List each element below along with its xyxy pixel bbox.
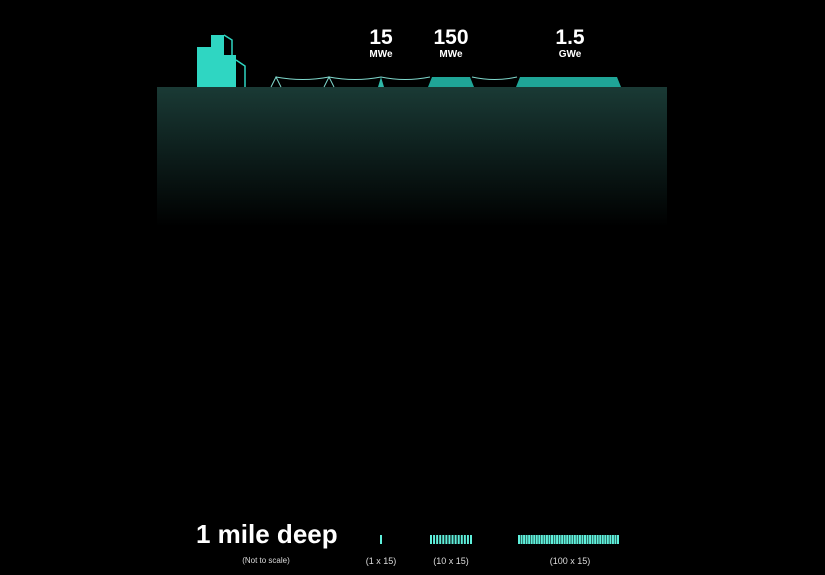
- well-bottom-glow: [457, 535, 460, 544]
- well-bottom-glow: [573, 535, 576, 544]
- well-bottom-glow: [445, 535, 448, 544]
- wells: [380, 87, 619, 545]
- city-buildings-icon: [197, 34, 246, 87]
- well-bottom-glow: [614, 535, 617, 544]
- well-bottom-glow: [548, 535, 551, 544]
- well-bottom-glow: [558, 535, 561, 544]
- plant-1-label: 15 MWe: [360, 27, 402, 61]
- plant-3-unit: GWe: [558, 49, 582, 60]
- plant-3-value: 1.5: [555, 26, 585, 49]
- well-bottom-glow: [576, 535, 579, 544]
- well-bottom-glow: [533, 535, 536, 544]
- plant-1-unit: MWe: [369, 49, 393, 60]
- well-bottom-glow: [589, 535, 592, 544]
- well-bottom-glow: [566, 535, 569, 544]
- well-bottom-glow: [609, 535, 612, 544]
- plant-1-value: 15: [369, 26, 393, 49]
- well-bottom-glow: [611, 535, 614, 544]
- well-bottom-glow: [545, 535, 548, 544]
- well-bottom-glow: [535, 535, 538, 544]
- plant-3-config: (100 x 15): [549, 556, 591, 566]
- well-bottom-glow: [543, 535, 546, 544]
- well-bottom-glow: [581, 535, 584, 544]
- well-bottom-glow: [518, 535, 520, 544]
- plant-2-value: 150: [433, 26, 469, 49]
- plant-15mwe: [378, 77, 384, 87]
- plant-2-unit: MWe: [439, 49, 463, 60]
- well-bottom-glow: [439, 535, 442, 544]
- well-bottom-glow: [540, 535, 543, 544]
- well-bottom-glow: [586, 535, 589, 544]
- well-bottom-glow: [528, 535, 531, 544]
- well-bottom-glow: [601, 535, 604, 544]
- plant-2-config: (10 x 15): [433, 556, 469, 566]
- scale-note: (Not to scale): [242, 556, 290, 565]
- well-bottom-glow: [430, 535, 432, 544]
- well-bottom-glow: [525, 535, 528, 544]
- well-bottom-glow: [571, 535, 574, 544]
- well-bottom-glow: [584, 535, 586, 544]
- well-bottom-glow: [523, 535, 526, 544]
- well-bottom-glow: [433, 535, 436, 544]
- plant-150mwe: [428, 77, 474, 87]
- well-bottom-glow: [436, 535, 439, 544]
- depth-label: 1 mile deep: [196, 519, 338, 549]
- plant-3-label: 1.5 GWe: [545, 27, 595, 61]
- well-bottom-glow: [466, 535, 469, 544]
- well-bottom-glow: [617, 535, 619, 544]
- well-bottom-glow: [454, 535, 457, 544]
- well-bottom-glow: [599, 535, 602, 544]
- well-bottom-glow: [530, 535, 533, 544]
- well-bottom-glow: [606, 535, 609, 544]
- well-bottom-glow: [563, 535, 566, 544]
- well-bottom-glow: [591, 535, 594, 544]
- well-bottom-glow: [451, 535, 454, 544]
- well-bottom-glow: [538, 535, 541, 544]
- well-bottom-glow: [594, 535, 597, 544]
- well-bottom-glow: [561, 535, 564, 544]
- well-bottom-glow: [553, 535, 556, 544]
- well-bottom-glow: [463, 535, 466, 544]
- plant-1-5gwe: [516, 77, 621, 87]
- plant-1-config: (1 x 15): [365, 556, 397, 566]
- well-bottom-glow: [460, 535, 463, 544]
- well-bottom-glow: [596, 535, 599, 544]
- well-bottom-glow: [380, 535, 382, 544]
- well-bottom-glow: [448, 535, 451, 544]
- power-lines: [270, 75, 518, 88]
- well-bottom-glow: [442, 535, 445, 544]
- well-bottom-glow: [604, 535, 607, 544]
- well-bottom-glow: [520, 535, 523, 544]
- plant-2-label: 150 MWe: [426, 27, 476, 61]
- well-bottom-glow: [578, 535, 581, 544]
- well-bottom-glow: [556, 535, 559, 544]
- well-bottom-glow: [551, 535, 553, 544]
- well-bottom-glow: [470, 535, 472, 544]
- well-bottom-glow: [568, 535, 571, 544]
